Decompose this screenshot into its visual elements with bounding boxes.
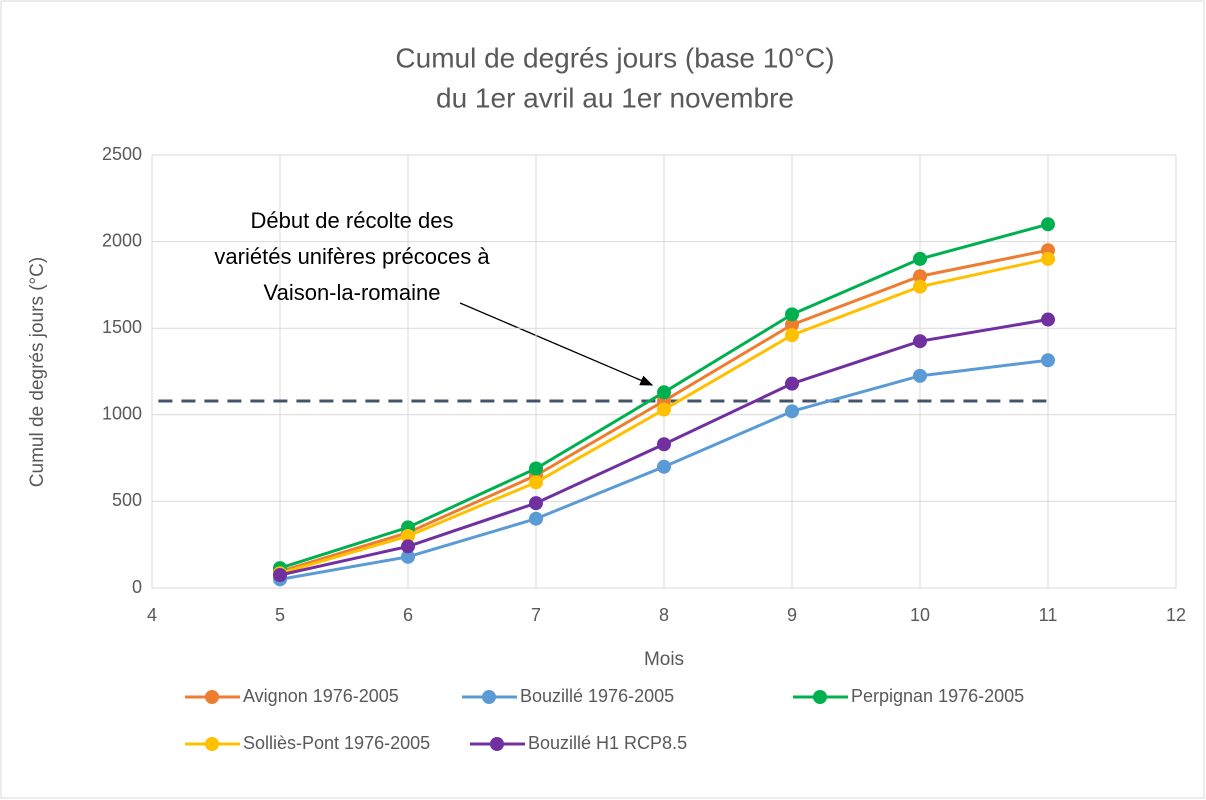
data-point <box>1041 353 1055 368</box>
data-point <box>913 279 927 294</box>
data-point <box>785 317 799 332</box>
data-point <box>913 368 927 383</box>
data-point <box>273 568 287 583</box>
legend-label: Avignon 1976-2005 <box>243 686 399 706</box>
data-point <box>529 461 543 476</box>
data-point <box>657 402 671 417</box>
data-point <box>913 269 927 284</box>
annotation-arrow <box>459 302 654 386</box>
annotation: variétés unifères précoces à <box>214 244 490 269</box>
data-point <box>1041 312 1055 327</box>
legend-marker <box>490 737 504 751</box>
data-point <box>529 496 543 511</box>
legend-marker <box>205 690 219 704</box>
data-point <box>785 307 799 322</box>
legend-label: Perpignan 1976-2005 <box>851 686 1024 706</box>
data-point <box>401 529 415 544</box>
data-point <box>401 539 415 554</box>
y-tick-label: 2500 <box>102 144 142 164</box>
x-tick-label: 8 <box>659 605 669 625</box>
data-point <box>1041 251 1055 266</box>
y-tick-label: 0 <box>132 577 142 597</box>
data-point <box>913 334 927 349</box>
annotation: Vaison-la-romaine <box>264 280 441 305</box>
y-axis-label: Cumul de degrés jours (°C) <box>27 257 48 487</box>
x-axis-label: Mois <box>644 649 684 670</box>
chart-title: Cumul de degrés jours (base 10°C) <box>395 42 834 73</box>
legend-marker <box>205 737 219 751</box>
data-point <box>657 437 671 452</box>
x-tick-label: 5 <box>275 605 285 625</box>
y-tick-label: 500 <box>112 490 142 510</box>
data-point <box>1041 217 1055 232</box>
x-tick-label: 9 <box>787 605 797 625</box>
y-tick-label: 1500 <box>102 317 142 337</box>
x-tick-label: 7 <box>531 605 541 625</box>
x-tick-label: 11 <box>1039 605 1058 625</box>
data-point <box>785 404 799 419</box>
data-point <box>785 328 799 343</box>
legend-label: Bouzillé H1 RCP8.5 <box>528 733 687 753</box>
y-tick-label: 1000 <box>102 404 142 424</box>
data-point <box>657 459 671 474</box>
legend-marker <box>813 690 827 704</box>
x-tick-label: 6 <box>403 605 413 625</box>
x-tick-label: 10 <box>910 605 930 625</box>
data-point <box>657 385 671 400</box>
data-point <box>529 511 543 526</box>
annotation: Début de récolte des <box>250 208 453 233</box>
data-point <box>529 475 543 490</box>
legend-marker <box>482 690 496 704</box>
chart-title: du 1er avril au 1er novembre <box>436 82 794 113</box>
data-point <box>401 549 415 564</box>
legend-label: Bouzillé 1976-2005 <box>520 686 674 706</box>
data-point <box>913 251 927 266</box>
data-point <box>785 376 799 391</box>
legend-label: Solliès-Pont 1976-2005 <box>243 733 430 753</box>
x-tick-label: 12 <box>1166 605 1186 625</box>
y-tick-label: 2000 <box>102 230 142 250</box>
x-tick-label: 4 <box>147 605 157 625</box>
